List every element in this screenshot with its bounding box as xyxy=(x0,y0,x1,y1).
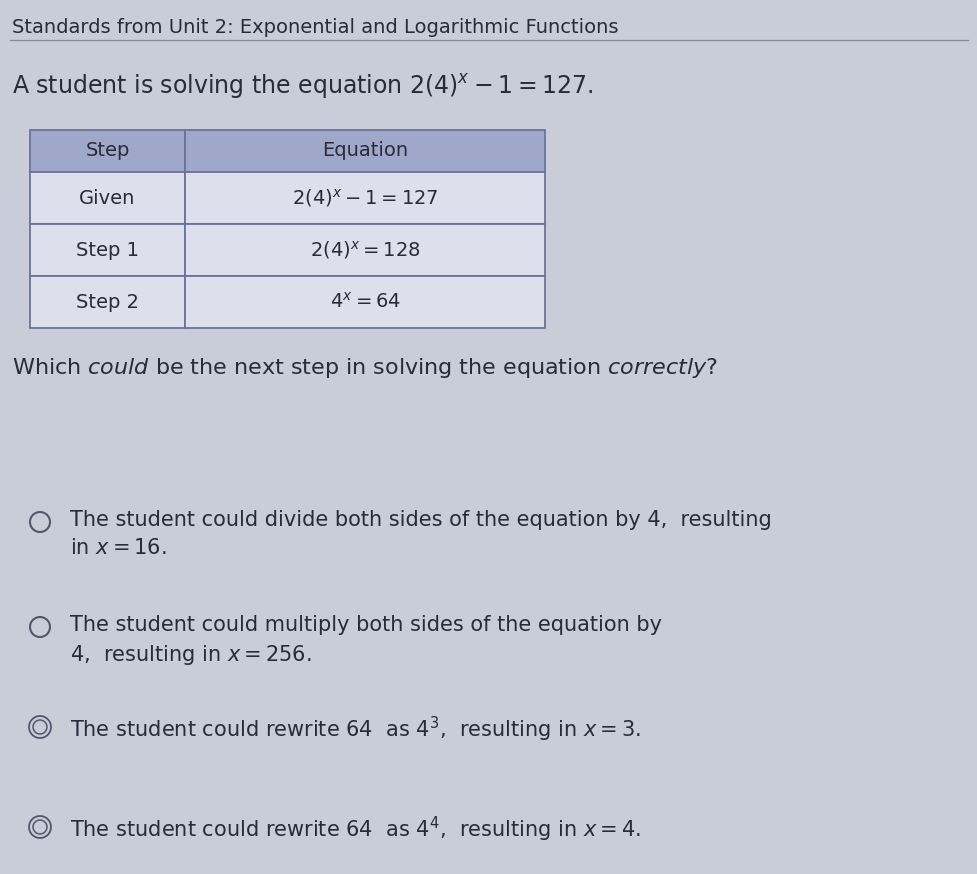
Bar xyxy=(30,130,185,172)
Bar xyxy=(30,224,185,276)
Text: The student could divide both sides of the equation by 4,  resulting: The student could divide both sides of t… xyxy=(70,510,771,530)
Bar xyxy=(185,224,544,276)
Text: 4,  resulting in $x = 256$.: 4, resulting in $x = 256$. xyxy=(70,643,311,667)
Bar xyxy=(30,276,185,328)
Text: Step 1: Step 1 xyxy=(76,240,139,260)
Text: Given: Given xyxy=(79,189,136,207)
Bar xyxy=(185,172,544,224)
Text: Standards from Unit 2: Exponential and Logarithmic Functions: Standards from Unit 2: Exponential and L… xyxy=(12,18,617,37)
Text: Which $\it{could}$ be the next step in solving the equation $\it{correctly}$?: Which $\it{could}$ be the next step in s… xyxy=(12,356,717,380)
Text: A student is solving the equation $2(4)^x - 1 = 127$.: A student is solving the equation $2(4)^… xyxy=(12,72,593,101)
Bar xyxy=(185,130,544,172)
Text: The student could multiply both sides of the equation by: The student could multiply both sides of… xyxy=(70,615,661,635)
Text: in $x = 16$.: in $x = 16$. xyxy=(70,538,166,558)
Text: Equation: Equation xyxy=(321,142,407,161)
Bar xyxy=(185,276,544,328)
Text: Step 2: Step 2 xyxy=(76,293,139,311)
Bar xyxy=(30,172,185,224)
Text: $4^x = 64$: $4^x = 64$ xyxy=(329,292,400,312)
Text: Step: Step xyxy=(85,142,130,161)
Text: $2(4)^x = 128$: $2(4)^x = 128$ xyxy=(310,239,420,261)
Text: The student could rewrite 64  as $4^4$,  resulting in $x = 4$.: The student could rewrite 64 as $4^4$, r… xyxy=(70,815,640,844)
Text: $2(4)^x - 1 = 127$: $2(4)^x - 1 = 127$ xyxy=(291,187,438,209)
Text: The student could rewrite 64  as $4^3$,  resulting in $x = 3$.: The student could rewrite 64 as $4^3$, r… xyxy=(70,715,640,744)
